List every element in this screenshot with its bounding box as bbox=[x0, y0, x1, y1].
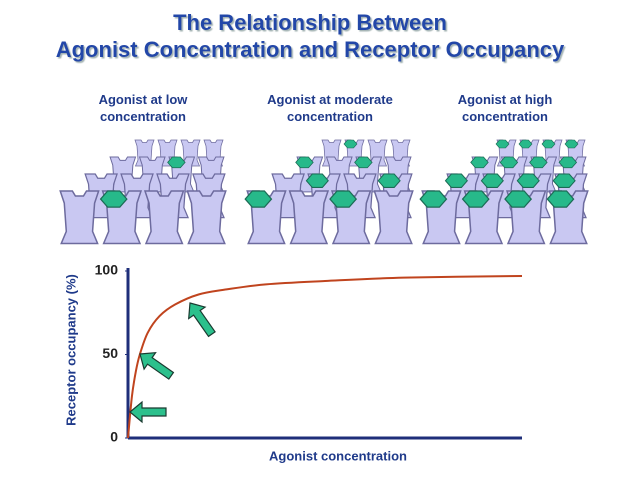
receptor-body bbox=[186, 190, 227, 245]
receptor-illustrations bbox=[59, 139, 589, 245]
arrows bbox=[129, 302, 216, 424]
receptor bbox=[59, 190, 100, 245]
y-tick-label: 0 bbox=[110, 429, 118, 445]
occupancy-curve bbox=[127, 275, 523, 439]
receptor bbox=[329, 190, 372, 245]
receptor-body bbox=[288, 190, 330, 245]
agonist bbox=[444, 173, 468, 188]
agonist bbox=[461, 190, 490, 208]
agonist bbox=[564, 139, 579, 149]
agonist bbox=[546, 190, 575, 208]
y-tick-label: 50 bbox=[102, 345, 118, 361]
agonist bbox=[552, 173, 576, 188]
agonist bbox=[541, 139, 556, 149]
receptor bbox=[99, 190, 143, 245]
receptor bbox=[546, 190, 589, 245]
receptor bbox=[419, 190, 462, 245]
agonist bbox=[516, 173, 540, 188]
agonist bbox=[480, 173, 504, 188]
panel-label: Agonist at low concentration bbox=[99, 92, 189, 124]
arrow bbox=[139, 351, 175, 380]
receptor bbox=[504, 190, 547, 245]
agonist bbox=[99, 190, 128, 208]
chart-title: The Relationship Between Agonist Concentr… bbox=[56, 10, 565, 62]
agonist bbox=[354, 156, 373, 169]
agonist bbox=[329, 190, 358, 208]
agonist bbox=[518, 139, 533, 149]
chart: 0 50 100 Agonist concentration Receptor occu… bbox=[63, 262, 523, 463]
receptor bbox=[186, 190, 227, 245]
arrow bbox=[129, 400, 167, 424]
x-axis-label: Agonist concentration bbox=[269, 448, 407, 463]
agonist bbox=[244, 190, 273, 208]
agonist bbox=[343, 139, 358, 149]
receptor-body bbox=[59, 190, 100, 245]
receptor bbox=[143, 190, 185, 245]
arrow bbox=[187, 302, 216, 338]
receptor bbox=[288, 190, 330, 245]
y-axis-label: Receptor occupancy (%) bbox=[63, 274, 78, 426]
agonist bbox=[377, 173, 401, 188]
receptor-body bbox=[143, 190, 185, 245]
agonist bbox=[167, 156, 186, 169]
agonist bbox=[504, 190, 533, 208]
receptor bbox=[244, 190, 287, 245]
receptor bbox=[461, 190, 505, 245]
agonist bbox=[419, 190, 448, 208]
panel-label: Agonist at high concentration bbox=[458, 92, 553, 124]
agonist bbox=[295, 156, 314, 169]
agonist bbox=[529, 156, 548, 169]
agonist bbox=[305, 173, 329, 188]
agonist bbox=[558, 156, 578, 169]
agonist bbox=[495, 139, 510, 149]
panel-label: Agonist at moderate concentration bbox=[267, 92, 393, 124]
y-tick-label: 100 bbox=[95, 262, 119, 278]
agonist bbox=[470, 156, 489, 169]
receptor bbox=[373, 190, 414, 245]
agonist bbox=[499, 156, 519, 169]
receptor-body bbox=[373, 190, 414, 245]
